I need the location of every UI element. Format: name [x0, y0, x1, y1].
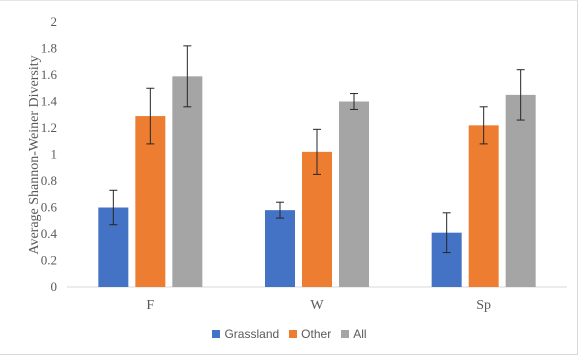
y-tick-label: 1.6 [41, 67, 58, 82]
x-axis-ticks: F W Sp [146, 298, 491, 313]
legend-item-all: All [341, 327, 367, 341]
y-tick-label: 1.2 [41, 120, 57, 135]
error-bar [109, 189, 118, 226]
legend-swatch [341, 330, 350, 338]
error-bar [350, 93, 358, 110]
error-bar [146, 87, 155, 145]
error-bar [183, 45, 192, 108]
error-bar [313, 128, 321, 175]
legend-swatch [289, 330, 298, 338]
legend-item-other: Other [289, 327, 331, 341]
bar-all-f [172, 76, 203, 287]
legend-item-grassland: Grassland [212, 327, 279, 341]
legend-label: Grassland [224, 327, 280, 341]
y-tick-label: 1.8 [41, 41, 57, 56]
bar-chart: Average Shannon-Weiner Diversity 0 0.2 0.4… [27, 14, 567, 313]
bar-other-sp [468, 125, 499, 287]
y-tick-label: 1.4 [41, 94, 58, 109]
y-axis-ticks: 0 0.2 0.4 0.6 0.8 1 1.2 1.4 1.6 1.8 2 [41, 14, 58, 294]
error-bar [276, 201, 284, 219]
error-bar [516, 69, 525, 121]
y-tick-label: 0.4 [41, 226, 58, 241]
bar-all-w [339, 101, 369, 287]
bar-grassland-w [265, 210, 295, 287]
y-tick-label: 2 [51, 14, 58, 29]
x-tick-label: W [310, 298, 324, 313]
bar-other-f [135, 116, 166, 287]
legend-label: All [353, 327, 367, 341]
y-tick-label: 0.2 [41, 253, 57, 268]
y-axis-label: Average Shannon-Weiner Diversity [27, 55, 42, 254]
y-tick-label: 0 [51, 279, 58, 294]
bars-group [98, 45, 536, 287]
legend-label: Other [301, 327, 332, 341]
x-tick-label: Sp [476, 298, 491, 313]
y-tick-label: 0.6 [41, 200, 58, 215]
y-tick-label: 0.8 [41, 173, 57, 188]
legend: Grassland Other All [0, 327, 579, 341]
legend-swatch [212, 330, 221, 338]
y-tick-label: 1 [51, 147, 58, 162]
x-tick-label: F [146, 298, 154, 313]
error-bar [442, 212, 451, 254]
error-bar [479, 106, 488, 145]
bar-all-sp [505, 94, 536, 287]
